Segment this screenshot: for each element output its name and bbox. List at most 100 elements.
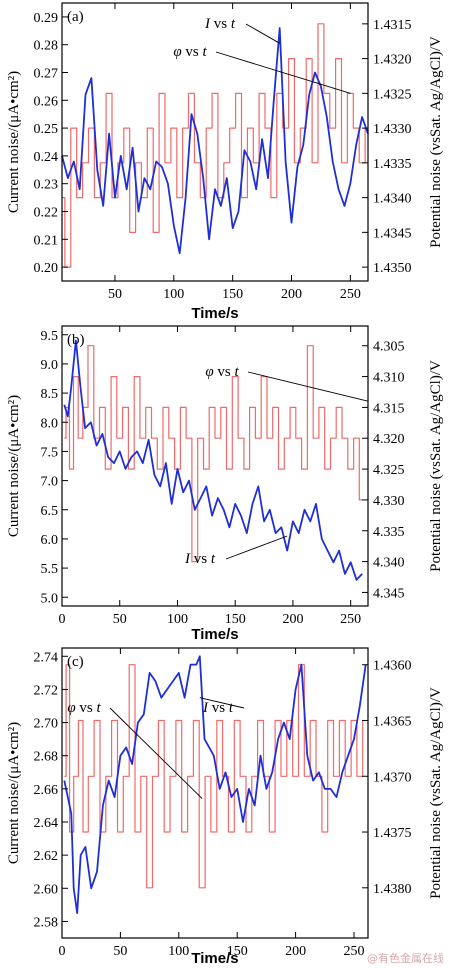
- y-right-tick-label: 4.305: [373, 340, 405, 355]
- x-tick-label: 50: [113, 944, 127, 959]
- panel-label: (b): [67, 332, 85, 348]
- annotation-leader: [199, 697, 245, 709]
- y-left-tick-label: 6.0: [41, 533, 59, 548]
- y-left-tick-label: 5.5: [41, 562, 59, 577]
- y-right-tick-label: 4.320: [373, 432, 405, 447]
- y-left-axis-title: Current noise/(μA•cm²): [6, 395, 22, 537]
- x-tick-label: 250: [340, 612, 361, 627]
- y-left-tick-label: 0.21: [34, 233, 59, 248]
- x-tick-label: 50: [113, 612, 127, 627]
- panel-label: (a): [67, 9, 84, 25]
- y-left-tick-label: 2.66: [34, 783, 59, 798]
- annotation-current: I vs t: [184, 551, 216, 567]
- y-left-tick-label: 7.0: [41, 475, 59, 490]
- y-right-tick-label: 1.4375: [373, 826, 412, 841]
- y-right-tick-label: 4.315: [373, 401, 405, 416]
- x-tick-label: 50: [108, 287, 122, 302]
- annotation-potential: φ vs t: [67, 700, 101, 716]
- y-right-tick-label: 1.4350: [373, 261, 412, 276]
- annotation-leader: [109, 707, 203, 799]
- plot-frame: [61, 325, 369, 607]
- y-right-tick-label: 4.310: [373, 371, 405, 386]
- y-left-tick-label: 2.72: [34, 683, 59, 698]
- x-tick-label: 0: [59, 944, 66, 959]
- series-line-potential: [64, 664, 366, 889]
- y-left-tick-label: 0.20: [34, 261, 59, 276]
- y-left-tick-label: 7.5: [41, 445, 59, 460]
- watermark: @有色金属在线: [367, 952, 444, 965]
- series-line-current: [61, 27, 369, 255]
- y-left-tick-label: 2.60: [34, 882, 59, 897]
- panel-2: 0 50 100 150 200 250 5.0 5.5 6.0 6.5 7.0 7.5 8.0 8.5 9…: [6, 325, 444, 643]
- x-tick-label: 200: [285, 944, 306, 959]
- y-left-tick-label: 8.0: [41, 416, 59, 431]
- y-left-tick-label: 2.68: [34, 750, 59, 765]
- y-right-tick-label: 1.4320: [373, 53, 412, 68]
- x-tick-label: 150: [222, 287, 243, 302]
- y-right-tick-label: 1.4325: [373, 87, 412, 102]
- y-right-tick-label: 1.4340: [373, 192, 412, 207]
- annotation-current: I vs t: [202, 700, 234, 716]
- y-right-tick-label: 1.4365: [373, 715, 412, 730]
- annotation-leader: [215, 51, 351, 94]
- y-left-tick-label: 8.5: [41, 387, 59, 402]
- y-left-axis-title: Current noise/(μA•cm²): [6, 71, 22, 213]
- x-tick-label: 150: [227, 944, 248, 959]
- x-tick-label: 150: [225, 612, 246, 627]
- x-tick-label: 200: [281, 287, 302, 302]
- x-tick-label: 100: [163, 287, 184, 302]
- y-left-tick-label: 0.24: [34, 150, 59, 165]
- x-tick-label: 250: [343, 944, 364, 959]
- series-line-current: [63, 339, 363, 581]
- y-left-tick-label: 2.58: [34, 915, 59, 930]
- y-left-tick-label: 0.26: [34, 94, 59, 109]
- x-axis-title: Time/s: [191, 305, 238, 322]
- series-line-current: [63, 655, 367, 914]
- annotation-potential: φ vs t: [173, 44, 207, 60]
- y-left-tick-label: 2.64: [34, 816, 59, 831]
- panel-3: 0 50 100 150 200 250 2.58 2.60 2.62 2.64 2.66 2.68 2…: [6, 647, 444, 967]
- y-left-tick-label: 0.29: [34, 11, 59, 26]
- y-right-tick-label: 1.4380: [373, 882, 412, 897]
- y-left-tick-label: 0.25: [34, 122, 59, 137]
- annotation-potential: φ vs t: [205, 364, 239, 380]
- y-right-tick-label: 1.4370: [373, 770, 412, 785]
- y-right-tick-label: 1.4335: [373, 157, 412, 172]
- x-tick-label: 100: [167, 612, 188, 627]
- annotation-current: I vs t: [204, 16, 236, 32]
- y-right-axis-title: Potential noise (vsSat. Ag/AgCl)/V: [428, 36, 444, 248]
- x-tick-label: 250: [340, 287, 361, 302]
- x-axis-title: Time/s: [191, 950, 238, 967]
- y-right-tick-label: 4.345: [373, 586, 405, 601]
- x-tick-label: 0: [59, 612, 66, 627]
- y-left-tick-label: 5.0: [41, 591, 59, 606]
- panel-1: 50 100 150 200 250 0.20 0.21 0.22 0.23 0.24 0.25 0.…: [6, 2, 444, 322]
- annotation-leader: [245, 23, 280, 44]
- x-tick-label: 200: [282, 612, 303, 627]
- panel-label: (c): [67, 654, 84, 670]
- y-right-axis-title: Potential noise (vsSat. Ag/AgCl)/V: [428, 687, 444, 899]
- plot-frame: [61, 647, 369, 939]
- y-right-axis-title: Potential noise (vsSat. Ag/AgCl)/V: [428, 360, 444, 572]
- x-axis-title: Time/s: [191, 626, 238, 643]
- y-left-tick-label: 0.27: [34, 67, 59, 82]
- y-left-tick-label: 2.62: [34, 849, 59, 864]
- y-right-tick-label: 4.330: [373, 494, 405, 509]
- y-left-tick-label: 0.22: [34, 206, 59, 221]
- y-left-axis-title: Current noise/(μA•cm²): [6, 722, 22, 864]
- y-right-tick-label: 4.340: [373, 556, 405, 571]
- y-right-tick-label: 1.4330: [373, 122, 412, 137]
- series-line-potential: [64, 345, 363, 563]
- y-right-tick-label: 1.4345: [373, 226, 412, 241]
- y-left-tick-label: 0.23: [34, 178, 59, 193]
- plot-frame: [61, 2, 369, 282]
- annotation-leader: [225, 535, 288, 560]
- annotation-leader: [247, 371, 369, 402]
- y-right-tick-label: 4.335: [373, 525, 405, 540]
- y-left-tick-label: 9.5: [41, 329, 59, 344]
- y-right-tick-label: 1.4315: [373, 18, 412, 33]
- y-left-tick-label: 9.0: [41, 358, 59, 373]
- y-left-tick-label: 0.28: [34, 39, 59, 54]
- y-left-tick-label: 2.74: [34, 650, 59, 665]
